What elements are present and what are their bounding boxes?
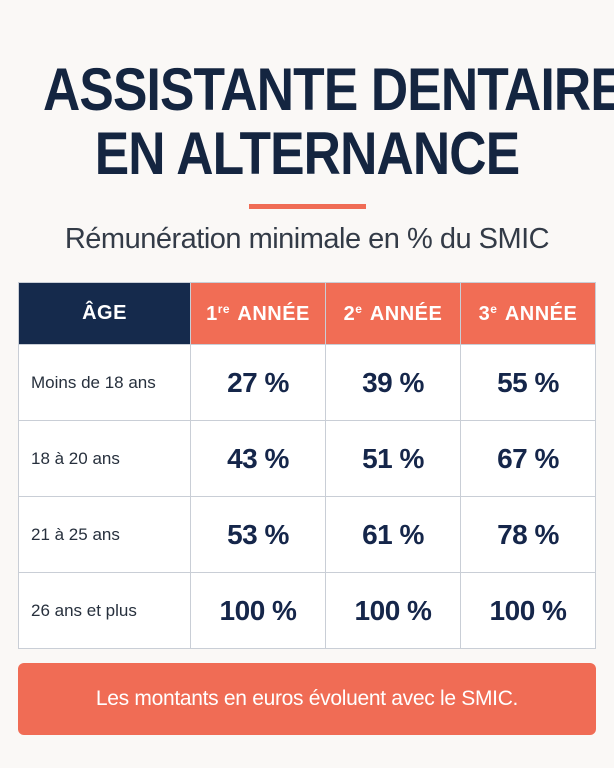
- cell-year-2: 61 %: [325, 496, 461, 573]
- cell-year-2: 51 %: [325, 420, 461, 497]
- salary-table: ÂGE 1re ANNÉE 2e ANNÉE 3e ANNÉE Moins de…: [18, 282, 596, 649]
- title-line-1: ASSISTANTE DENTAIRE: [42, 56, 614, 123]
- header-year-2: 2e ANNÉE: [325, 282, 461, 345]
- row-age-label: Moins de 18 ans: [18, 344, 191, 421]
- table-row: Moins de 18 ans 27 % 39 % 55 %: [18, 344, 596, 421]
- table-row: 26 ans et plus 100 % 100 % 100 %: [18, 572, 596, 649]
- cell-year-3: 67 %: [460, 420, 596, 497]
- cell-year-2: 39 %: [325, 344, 461, 421]
- header-year-3: 3e ANNÉE: [460, 282, 596, 345]
- cell-year-3: 100 %: [460, 572, 596, 649]
- table-row: 21 à 25 ans 53 % 61 % 78 %: [18, 496, 596, 573]
- row-age-label: 21 à 25 ans: [18, 496, 191, 573]
- table-row: 18 à 20 ans 43 % 51 % 67 %: [18, 420, 596, 497]
- cell-year-2: 100 %: [325, 572, 461, 649]
- row-age-label: 26 ans et plus: [18, 572, 191, 649]
- cell-year-1: 100 %: [190, 572, 326, 649]
- cell-year-3: 55 %: [460, 344, 596, 421]
- title-line-2: EN ALTERNANCE: [94, 120, 520, 187]
- header-year-1: 1re ANNÉE: [190, 282, 326, 345]
- title-divider: [249, 204, 366, 209]
- subtitle: Rémunération minimale en % du SMIC: [64, 223, 550, 255]
- header-age: ÂGE: [18, 282, 191, 345]
- cell-year-1: 27 %: [190, 344, 326, 421]
- page-title: ASSISTANTE DENTAIRE EN ALTERNANCE: [42, 56, 614, 187]
- row-age-label: 18 à 20 ans: [18, 420, 191, 497]
- footer-note: Les montants en euros évoluent avec le S…: [18, 663, 596, 735]
- cell-year-3: 78 %: [460, 496, 596, 573]
- cell-year-1: 53 %: [190, 496, 326, 573]
- cell-year-1: 43 %: [190, 420, 326, 497]
- table-header-row: ÂGE 1re ANNÉE 2e ANNÉE 3e ANNÉE: [18, 282, 596, 345]
